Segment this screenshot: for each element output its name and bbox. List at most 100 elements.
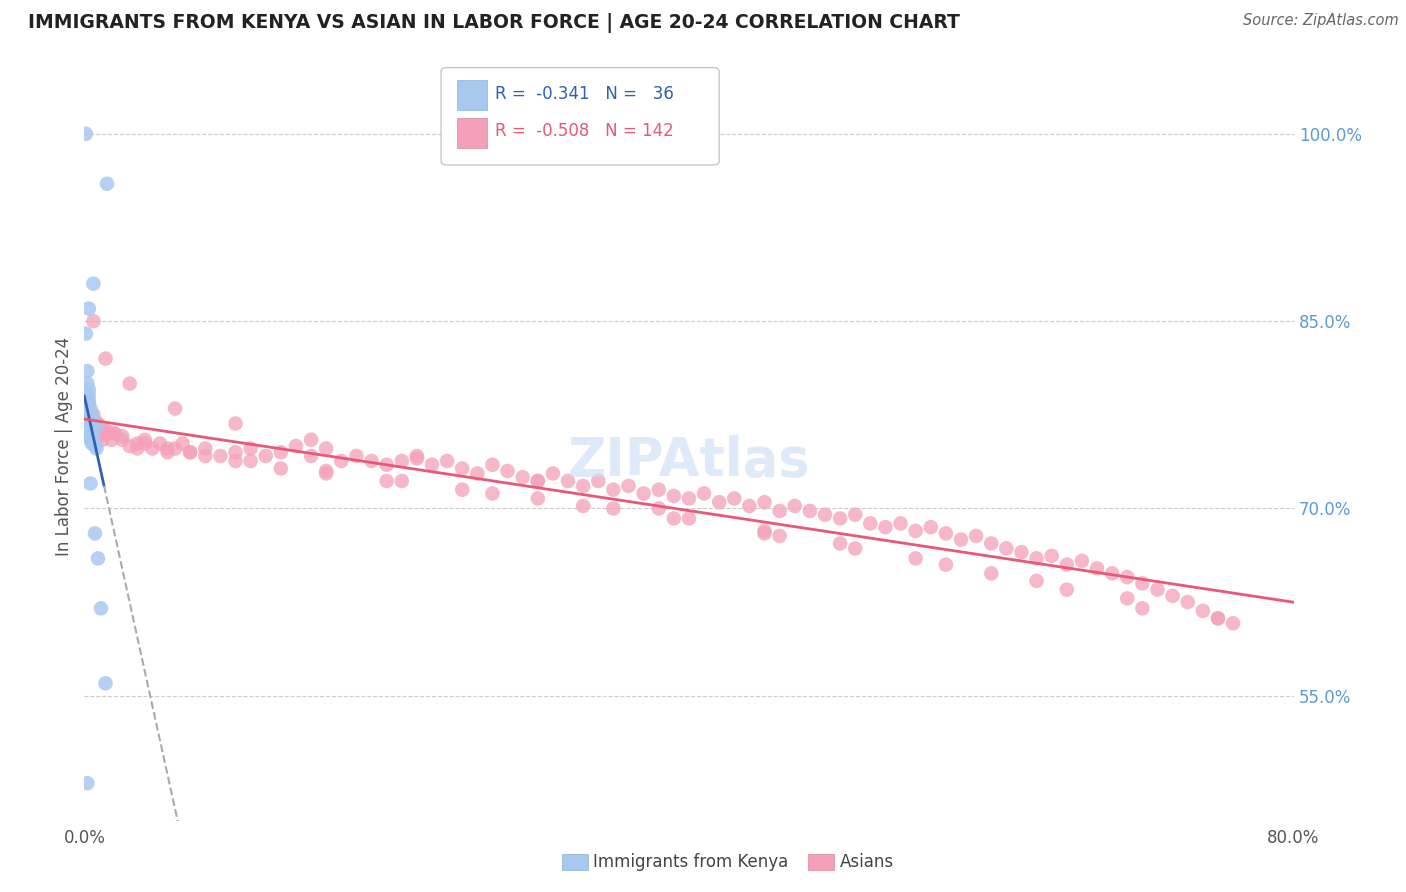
Point [134,436,156,450]
Point [87,551,110,566]
Point [980,536,1002,550]
Point [91,433,114,447]
Point [100,433,122,447]
Point [80,408,103,422]
Point [678,511,700,525]
Point [481,458,503,472]
Point [104,426,127,441]
Point [76,376,98,391]
Y-axis label: In Labor Force | Age 20-24: In Labor Force | Age 20-24 [55,336,73,556]
Point [80,414,103,428]
Point [82,433,104,447]
Point [1101,566,1123,581]
Point [496,464,519,478]
Point [920,520,942,534]
Text: ZIPAtlas: ZIPAtlas [568,435,810,487]
Point [1161,589,1184,603]
Point [830,511,852,525]
Point [315,467,337,481]
Point [76,426,98,441]
Point [420,458,443,472]
Point [239,454,262,468]
Point [225,445,247,459]
Text: R =  -0.341   N =   36: R = -0.341 N = 36 [495,85,675,103]
Point [738,499,761,513]
Point [602,501,624,516]
Point [904,524,927,538]
Point [1025,551,1047,566]
Point [950,533,973,547]
Point [1130,601,1153,615]
Point [693,486,716,500]
Point [709,495,731,509]
Point [1146,582,1168,597]
Point [84,420,107,434]
Point [76,364,98,378]
Point [783,499,806,513]
Point [617,479,640,493]
Point [84,526,107,541]
Point [1206,611,1229,625]
Point [80,436,103,450]
Point [77,417,100,431]
Point [194,449,217,463]
Point [134,433,156,447]
Point [94,424,117,438]
Point [541,467,564,481]
Bar [457,118,486,148]
Point [980,566,1002,581]
Point [77,389,100,403]
Point [391,454,413,468]
Point [90,601,112,615]
Point [111,433,134,447]
Point [84,439,107,453]
Point [111,429,134,443]
Text: R =  -0.508   N = 142: R = -0.508 N = 142 [495,122,675,140]
Point [648,501,671,516]
Point [94,351,117,366]
Point [239,442,262,456]
Point [270,461,292,475]
Point [1177,595,1199,609]
Point [254,449,277,463]
Point [1056,582,1078,597]
Point [77,395,100,409]
Point [1071,554,1094,568]
Point [875,520,897,534]
Point [194,442,217,456]
Point [76,389,98,403]
Point [156,442,179,456]
Point [1040,549,1063,563]
Point [481,486,503,500]
Point [76,408,98,422]
Point [299,449,322,463]
Point [209,449,232,463]
Point [79,401,101,416]
Point [96,177,118,191]
Point [965,529,987,543]
Point [436,454,458,468]
Point [1085,561,1108,575]
Point [769,529,792,543]
Point [360,454,382,468]
Point [330,454,353,468]
Point [1222,616,1244,631]
Point [225,417,247,431]
Point [754,495,776,509]
Point [904,551,927,566]
Point [75,401,97,416]
Point [118,439,141,453]
Point [79,408,101,422]
Point [82,414,104,428]
Point [995,541,1018,556]
Point [79,476,101,491]
Point [165,442,187,456]
Point [96,424,118,438]
Point [375,458,398,472]
Point [754,526,776,541]
Point [75,424,97,438]
Point [723,491,745,506]
Point [127,436,149,450]
Point [225,454,247,468]
Point [149,436,172,450]
